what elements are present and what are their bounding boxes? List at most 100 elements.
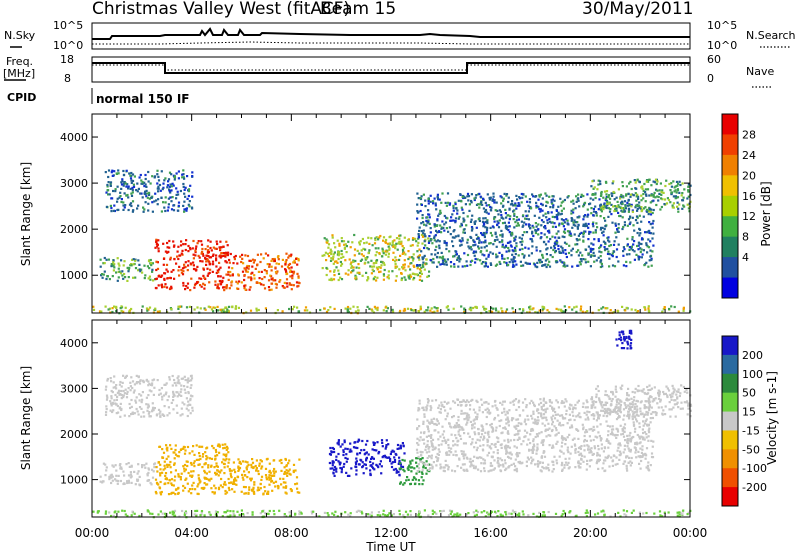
scatter-mark [170,307,173,311]
scatter-mark [557,213,560,216]
scatter-mark [211,491,214,494]
scatter-mark [290,266,293,269]
scatter-mark [474,441,478,444]
scatter-mark [487,255,490,258]
scatter-mark [160,274,164,277]
scatter-mark [180,472,183,475]
scatter-mark [432,257,435,261]
scatter-mark [428,455,431,458]
scatter-mark [606,438,609,441]
scatter-mark [651,250,654,253]
scatter-mark [332,253,335,256]
scatter-mark [232,262,235,265]
scatter-mark [402,267,405,270]
scatter-mark [641,187,644,190]
scatter-mark [453,265,456,268]
scatter-mark [281,310,284,313]
scatter-mark [626,439,629,442]
scatter-mark [492,468,495,471]
scatter-mark [280,461,283,465]
scatter-mark [452,206,455,210]
scatter-mark [113,305,116,308]
scatter-mark [572,202,575,205]
scatter-mark [187,250,190,253]
freq-panel: Freq. [MHz] 18 8 60 0 Nave [3,53,774,88]
scatter-mark [332,447,335,451]
scatter-mark [330,277,333,280]
scatter-mark [569,403,572,406]
scatter-mark [539,210,542,213]
scatter-mark [484,201,487,204]
scatter-mark [592,438,595,442]
scatter-mark [444,260,447,263]
scatter-mark [356,453,359,456]
scatter-mark [591,193,595,196]
scatter-mark [523,221,526,224]
scatter-mark [203,471,207,474]
scatter-mark [630,187,633,191]
scatter-mark [399,254,402,257]
scatter-mark [469,260,472,263]
scatter-mark [506,438,510,441]
scatter-mark [635,418,638,421]
scatter-mark [448,422,451,425]
scatter-mark [186,269,189,272]
scatter-mark [670,182,673,185]
scatter-mark [105,258,108,261]
scatter-mark [615,436,618,439]
scatter-mark [333,474,336,477]
scatter-mark [341,443,344,446]
scatter-mark [587,253,590,256]
scatter-mark [329,467,332,470]
scatter-mark [516,222,520,225]
scatter-mark [427,274,430,278]
scatter-mark [323,237,326,240]
scatter-mark [122,173,126,176]
scatter-mark [474,257,477,261]
scatter-mark [220,252,223,255]
scatter-mark [531,427,534,431]
scatter-mark [607,250,610,253]
scatter-mark [648,221,651,224]
scatter-mark [431,311,434,314]
scatter-mark [191,171,194,174]
scatter-mark [445,227,448,230]
scatter-mark [164,467,167,470]
scatter-mark [585,429,588,432]
scatter-mark [439,467,442,470]
scatter-mark [241,460,244,463]
scatter-mark [570,404,573,407]
scatter-mark [227,451,230,454]
scatter-mark [508,225,511,228]
scatter-mark [373,262,376,265]
scatter-mark [536,446,539,449]
scatter-mark [613,454,616,458]
scatter-mark [574,451,577,454]
scatter-mark [420,233,424,236]
scatter-mark [357,463,361,466]
scatter-mark [177,245,180,248]
scatter-mark [403,307,406,311]
scatter-mark [493,416,497,420]
scatter-mark [173,258,176,261]
scatter-mark [420,471,424,474]
scatter-mark [241,270,245,273]
scatter-mark [187,188,191,191]
scatter-mark [183,452,187,455]
scatter-mark [324,251,327,254]
scatter-mark [436,452,439,456]
scatter-mark [487,451,491,454]
scatter-mark [502,217,505,220]
scatter-mark [236,476,240,479]
scatter-mark [404,269,407,272]
scatter-mark [136,478,139,481]
scatter-mark [582,460,585,463]
scatter-mark [227,461,230,464]
scatter-mark [205,458,208,461]
scatter-mark [495,235,498,238]
scatter-mark [187,203,190,206]
scatter-mark [530,414,533,417]
scatter-mark [644,200,647,203]
scatter-mark [553,425,556,428]
scatter-mark [524,210,527,213]
